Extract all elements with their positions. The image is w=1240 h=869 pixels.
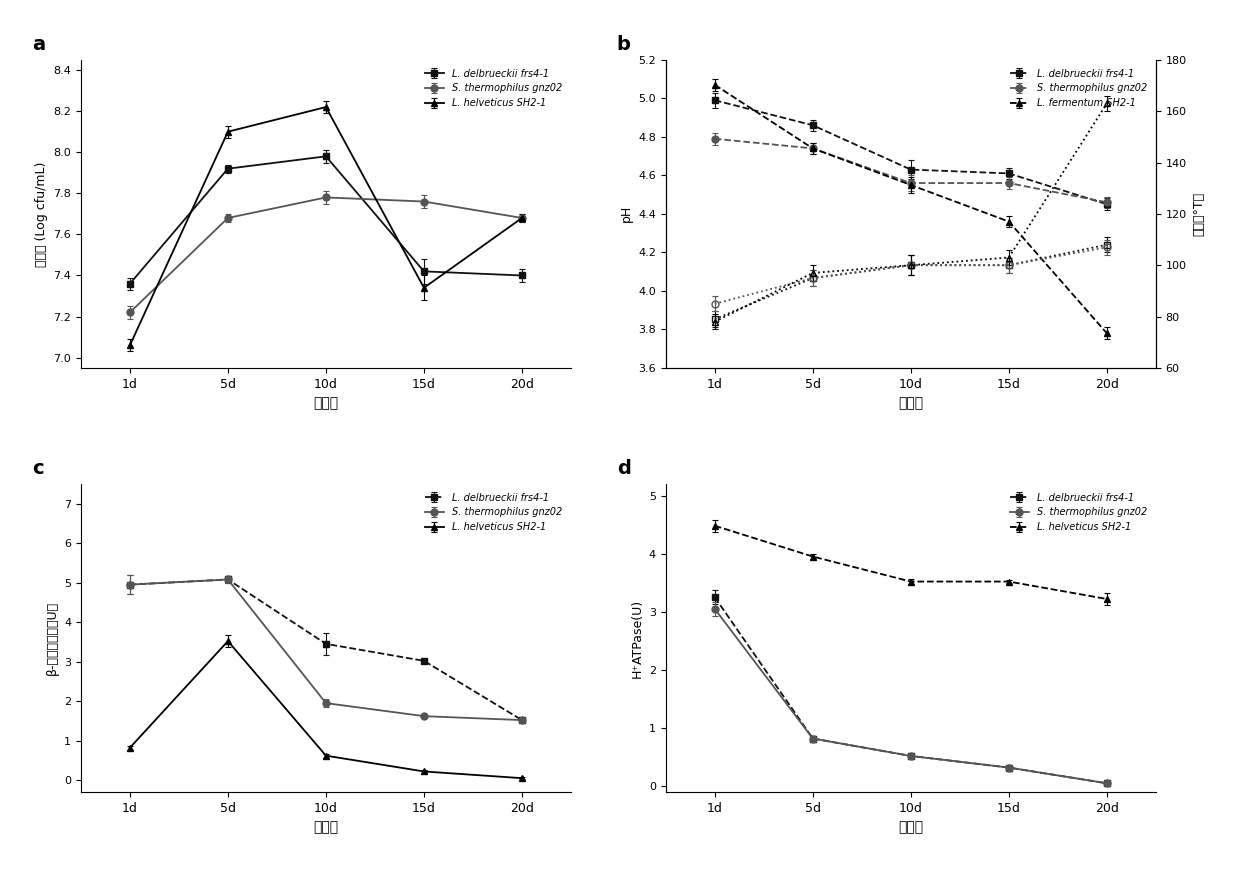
Y-axis label: pH: pH (620, 205, 632, 222)
X-axis label: 贮藏期: 贮藏期 (314, 396, 339, 410)
Legend: L. delbrueckii frs4-1, S. thermophilus gnz02, L. helveticus SH2-1: L. delbrueckii frs4-1, S. thermophilus g… (420, 488, 567, 536)
Legend: L. delbrueckii frs4-1, S. thermophilus gnz02, L. fermentum SH2-1: L. delbrueckii frs4-1, S. thermophilus g… (1006, 64, 1151, 112)
Text: a: a (32, 35, 45, 54)
X-axis label: 贮藏期: 贮藏期 (314, 820, 339, 834)
Y-axis label: 活菌数 (Log cfu/mL): 活菌数 (Log cfu/mL) (35, 161, 47, 267)
Text: d: d (616, 459, 631, 478)
X-axis label: 贮藏期: 贮藏期 (898, 396, 924, 410)
Y-axis label: H⁺ATPase(U): H⁺ATPase(U) (630, 599, 644, 678)
Legend: L. delbrueckii frs4-1, S. thermophilus gnz02, L. helveticus SH2-1: L. delbrueckii frs4-1, S. thermophilus g… (1006, 488, 1151, 536)
Text: c: c (32, 459, 43, 478)
X-axis label: 贮藏期: 贮藏期 (898, 820, 924, 834)
Text: b: b (616, 35, 631, 54)
Y-axis label: β-半乳糖苷酶（U）: β-半乳糖苷酶（U） (46, 600, 58, 675)
Y-axis label: 酸度（°T）: 酸度（°T） (1193, 192, 1205, 235)
Legend: L. delbrueckii frs4-1, S. thermophilus gnz02, L. helveticus SH2-1: L. delbrueckii frs4-1, S. thermophilus g… (420, 64, 567, 112)
